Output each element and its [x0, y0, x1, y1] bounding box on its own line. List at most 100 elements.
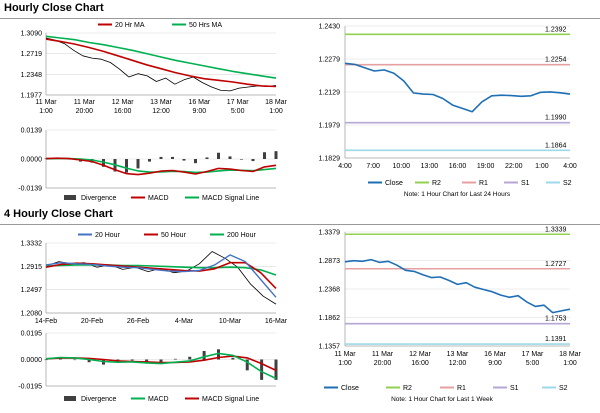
- hourly-divergence-bar: [228, 156, 232, 159]
- fourhourly-divergence-bar: [188, 356, 192, 360]
- fourhourly-divergence-bar: [260, 359, 264, 380]
- fourhourly-200h-series: [45, 264, 277, 276]
- hourly-macd-y-tick-label: -0.0139: [18, 186, 42, 193]
- fourhourly-pivot-r1-label: 1.2727: [545, 261, 567, 268]
- fourhourly-price-x-tick-label: 14-Feb: [35, 318, 57, 325]
- fourhourly-legend-signal-label: MACD Signal Line: [202, 396, 259, 403]
- hourly-divergence-bar: [251, 159, 255, 162]
- hourly-legend-divergence-swatch: [64, 195, 76, 200]
- hourly-20ma-series: [45, 38, 277, 88]
- hourly-divergence-bar: [194, 159, 197, 164]
- fourhourly-legend-close-label: Close: [341, 385, 359, 392]
- fourhourly-pivot-x-tick-label: 20:00: [374, 360, 392, 367]
- fourhourly-price-x-tick-label: 26-Feb: [127, 318, 149, 325]
- hourly-pivot-x-tick-label: 16:00: [449, 163, 467, 170]
- fourhourly-divergence-bar: [87, 359, 91, 363]
- hourly-divergence-bar: [205, 157, 209, 159]
- fourhourly-pivot-x-tick-label: 12 Mar: [409, 351, 431, 358]
- fourhourly-legend-divergence-swatch: [64, 396, 76, 401]
- hourly-price-x-tick-label: 1:00: [39, 108, 53, 115]
- hourly-pivot-x-tick-label: 4:00: [563, 163, 577, 170]
- hourly-pivot-x-tick-label: 4:00: [338, 163, 352, 170]
- hourly-pivot-y-tick-label: 1.2129: [319, 90, 341, 97]
- fourhourly-divergence-bar: [173, 358, 177, 360]
- hourly-price-x-tick-label: 11 Mar: [35, 99, 57, 106]
- hourly-divergence-bar: [240, 159, 243, 160]
- fourhourly-price-x-tick-label: 4-Mar: [175, 318, 194, 325]
- fourhourly-divergence-bar: [130, 359, 134, 361]
- hourly-price-x-tick-label: 5:00: [231, 108, 245, 115]
- hourly-macd-y-tick-label: 0.0139: [21, 128, 43, 135]
- fourhourly-20h-series: [45, 254, 277, 298]
- hourly-price-x-tick-label: 12 Mar: [112, 99, 134, 106]
- hourly-price-x-tick-label: 13 Mar: [150, 99, 172, 106]
- hourly-pivot-x-tick-label: 13:00: [421, 163, 439, 170]
- fourhourly-pivot-x-tick-label: 1:00: [563, 360, 577, 367]
- hourly-legend-20ma-label: 20 Hr MA: [115, 22, 145, 29]
- hourly-pivot-x-tick-label: 1:00: [535, 163, 549, 170]
- fourhourly-divergence-bar: [73, 359, 77, 361]
- section-title-4hourly: 4 Hourly Close Chart: [4, 208, 113, 220]
- fourhourly-pivot-x-tick-label: 17 Mar: [522, 351, 544, 358]
- hourly-pivot-x-tick-label: 22:00: [505, 163, 523, 170]
- fourhourly-pivot-s1-label: 1.1753: [545, 316, 567, 323]
- fourhourly-macd-y-tick-label: 0.0195: [21, 331, 43, 338]
- fourhourly-legend-divergence-label: Divergence: [81, 396, 117, 403]
- hourly-price-x-tick-label: 17 Mar: [227, 99, 249, 106]
- fourhourly-price-y-tick-label: 1.3332: [21, 241, 43, 248]
- hourly-pivot-s2-label: 1.1864: [545, 142, 567, 149]
- fourhourly-pivot-y-tick-label: 1.3379: [319, 230, 341, 237]
- fourhourly-pivot-y-tick-label: 1.2368: [319, 287, 341, 294]
- hourly-divergence-bar: [182, 159, 186, 161]
- hourly-legend-divergence-label: Divergence: [81, 195, 117, 202]
- hourly-macd-y-tick-label: 0.0000: [21, 157, 43, 164]
- fourhourly-divergence-bar: [245, 359, 249, 371]
- fourhourly-pivot-r2-label: 1.3339: [545, 226, 567, 233]
- fourhourly-legend-macd-label: MACD: [148, 396, 169, 403]
- fourhourly-price-x-tick-label: 10-Mar: [219, 318, 242, 325]
- fourhourly-pivot-x-tick-label: 16 Mar: [484, 351, 506, 358]
- fourhourly-pivot-x-tick-label: 18 Mar: [559, 351, 581, 358]
- fourhourly-divergence-bar: [145, 359, 149, 362]
- section-header-hourly: Hourly Close Chart: [0, 0, 600, 19]
- fourhourly-pivot-y-tick-label: 1.1357: [319, 344, 341, 351]
- hourly-divergence-bar: [263, 152, 266, 159]
- hourly-pivot-x-tick-label: 19:00: [477, 163, 495, 170]
- fourhourly-legend-200h-label: 200 Hour: [227, 232, 256, 239]
- hourly-price-y-tick-label: 1.3090: [21, 31, 43, 38]
- section-title-hourly: Hourly Close Chart: [4, 2, 104, 14]
- fourhourly-legend-s1-label: S1: [510, 385, 519, 392]
- hourly-price-x-tick-label: 20:00: [76, 108, 94, 115]
- fourhourly-pivot-x-tick-label: 9:00: [488, 360, 502, 367]
- hourly-price-x-tick-label: 16:00: [114, 108, 132, 115]
- hourly-divergence-bar: [217, 152, 220, 159]
- fourhourly-close-series: [344, 258, 571, 314]
- fourhourly-legend-20h-label: 20 Hour: [95, 232, 121, 239]
- hourly-pivot-y-tick-label: 1.2279: [319, 57, 341, 64]
- hourly-pivot-y-tick-label: 1.2430: [319, 24, 341, 31]
- fourhourly-price-x-tick-label: 20-Feb: [81, 318, 103, 325]
- fourhourly-macd-series: [45, 352, 277, 380]
- hourly-pivot-x-tick-label: 10:00: [392, 163, 410, 170]
- fourhourly-price-x-tick-label: 16-Mar: [265, 318, 288, 325]
- fourhourly-divergence-bar: [44, 359, 48, 361]
- hourly-legend-r1-label: R1: [479, 180, 488, 187]
- hourly-pivot-note: Note: 1 Hour Chart for Last 24 Hours: [404, 191, 511, 198]
- fourhourly-pivot-note: Note: 1 Hour Chart for Last 1 Week: [391, 396, 494, 403]
- fourhourly-divergence-bar: [217, 349, 220, 360]
- fourhourly-legend-50h-label: 50 Hour: [161, 232, 187, 239]
- fourhourly-divergence-bar: [231, 357, 235, 360]
- hourly-divergence-bar: [274, 151, 278, 159]
- hourly-legend-close-label: Close: [385, 180, 403, 187]
- hourly-close-series: [344, 62, 571, 113]
- hourly-price-y-tick-label: 1.1977: [21, 93, 43, 100]
- fourhourly-price-y-tick-label: 1.2497: [21, 287, 43, 294]
- fourhourly-pivot-x-tick-label: 12:00: [449, 360, 467, 367]
- fourhourly-divergence-bar: [159, 359, 163, 363]
- fourhourly-pivot-x-tick-label: 16:00: [411, 360, 429, 367]
- hourly-legend-signal-label: MACD Signal Line: [202, 195, 259, 202]
- hourly-price-x-tick-label: 11 Mar: [74, 99, 96, 106]
- hourly-price-series: [45, 37, 277, 92]
- hourly-price-x-tick-label: 1:00: [269, 108, 283, 115]
- hourly-divergence-bar: [171, 156, 174, 159]
